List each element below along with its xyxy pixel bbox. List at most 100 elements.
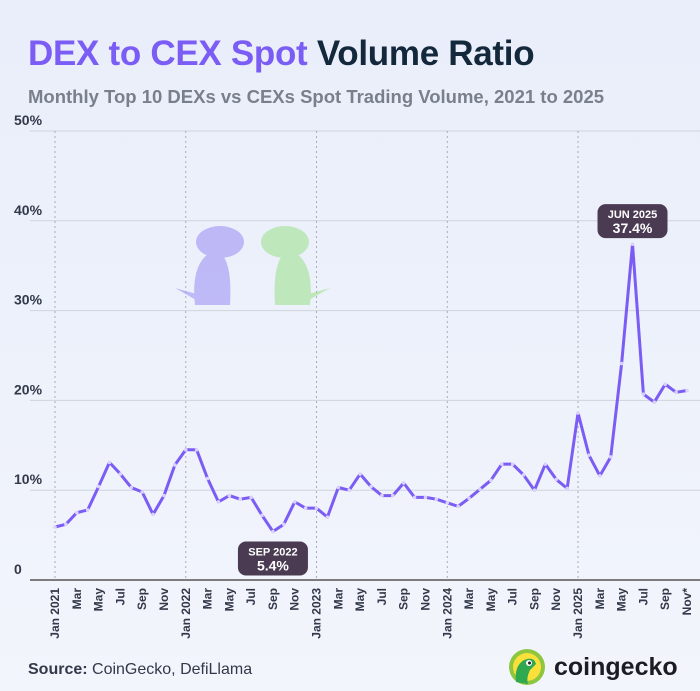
data-point — [641, 392, 646, 396]
data-point — [238, 497, 243, 501]
y-tick-label: 50% — [14, 112, 43, 128]
data-point — [118, 472, 123, 476]
source-text: CoinGecko, DefiLlama — [87, 661, 253, 678]
x-tick-label: Jul — [113, 588, 127, 605]
x-tick-label: Mar — [70, 588, 84, 610]
data-point — [227, 493, 232, 498]
x-tick-label: Jul — [636, 588, 650, 605]
data-point — [412, 495, 417, 500]
data-point — [456, 504, 460, 509]
data-point — [194, 447, 199, 452]
data-point — [652, 400, 657, 404]
data-point — [53, 525, 57, 529]
callout-value: 37.4% — [613, 220, 653, 236]
x-tick-label: Nov — [288, 588, 302, 611]
gecko-logo-icon — [509, 649, 545, 685]
data-point — [390, 493, 395, 498]
x-tick-label: Nov — [418, 588, 432, 611]
x-tick-label: Mar — [462, 588, 476, 610]
x-tick-label: Jan 2025 — [571, 588, 585, 639]
data-point — [467, 496, 471, 501]
y-tick-label: 30% — [14, 292, 43, 308]
data-point — [347, 488, 352, 493]
x-tick-label: Jan 2023 — [310, 588, 324, 639]
chart-subtitle: Monthly Top 10 DEXs vs CEXs Spot Trading… — [28, 86, 605, 107]
data-point — [598, 474, 602, 478]
data-point — [554, 477, 559, 482]
x-tick-label: Sep — [266, 588, 280, 610]
x-tick-label: May — [615, 588, 629, 612]
data-point — [162, 493, 166, 498]
data-point — [521, 473, 526, 477]
data-point — [183, 447, 188, 452]
data-point — [499, 462, 504, 466]
x-tick-label: Sep — [397, 588, 411, 610]
data-point — [401, 481, 406, 485]
data-point — [64, 522, 68, 527]
x-tick-label: Mar — [331, 588, 345, 610]
x-tick-label: Jan 2021 — [48, 588, 62, 639]
data-point — [445, 500, 450, 505]
data-point — [140, 490, 144, 494]
data-point — [478, 487, 482, 492]
x-tick-label: Jul — [375, 588, 389, 605]
title-accent: DEX to CEX Spot — [28, 34, 308, 73]
data-point — [107, 460, 112, 465]
x-tick-label: May — [353, 588, 367, 612]
callout-value: 5.4% — [257, 558, 289, 574]
x-tick-label: Sep — [658, 588, 672, 610]
data-point — [423, 495, 428, 500]
y-tick-label: 10% — [14, 471, 43, 487]
x-tick-label: Jan 2022 — [179, 588, 193, 639]
x-tick-label: Mar — [593, 588, 607, 610]
data-point — [663, 382, 668, 387]
x-tick-label: Jul — [506, 588, 520, 605]
x-tick-label: Nov — [549, 588, 563, 611]
data-point — [587, 453, 591, 457]
data-point — [292, 500, 297, 504]
callout-box — [237, 541, 308, 576]
data-point — [674, 390, 678, 395]
y-tick-label: 20% — [14, 381, 43, 397]
data-point — [151, 512, 155, 517]
data-point — [608, 455, 613, 459]
data-point — [489, 478, 493, 483]
x-tick-label: May — [222, 588, 236, 612]
data-point — [325, 515, 330, 519]
x-tick-label: May — [92, 588, 106, 612]
x-tick-label: Jul — [244, 588, 258, 605]
data-point — [205, 476, 210, 481]
data-point — [85, 508, 90, 512]
data-point — [434, 497, 439, 501]
data-point — [314, 506, 319, 510]
x-tick-label: May — [484, 588, 498, 612]
callout-box — [597, 204, 668, 239]
callout-label: SEP 2022 — [248, 547, 297, 559]
chart-title: DEX to CEX Spot Volume Ratio — [28, 34, 535, 74]
callout-label: JUN 2025 — [608, 209, 658, 221]
source-note: Source: CoinGecko, DefiLlama — [28, 661, 252, 679]
data-point — [685, 388, 689, 393]
data-point — [260, 513, 264, 518]
data-point — [336, 485, 341, 490]
data-point — [510, 462, 515, 466]
brand-name: coingecko — [554, 652, 678, 681]
data-point — [74, 510, 79, 515]
x-tick-label: Nov* — [680, 588, 694, 616]
y-tick-label: 0 — [14, 561, 22, 577]
data-point — [565, 486, 569, 491]
data-point — [630, 242, 635, 246]
data-point — [216, 500, 221, 504]
y-tick-label: 40% — [14, 202, 43, 218]
data-point — [173, 463, 177, 467]
data-point — [380, 493, 384, 498]
data-point — [303, 506, 308, 510]
data-point — [543, 462, 548, 466]
coingecko-logo: coingecko — [508, 648, 678, 686]
data-point — [532, 488, 537, 493]
mascot-illustration — [175, 226, 330, 305]
x-tick-label: Nov — [157, 588, 171, 611]
data-point — [96, 484, 101, 489]
data-point — [358, 472, 362, 476]
source-label: Source: — [28, 661, 88, 678]
